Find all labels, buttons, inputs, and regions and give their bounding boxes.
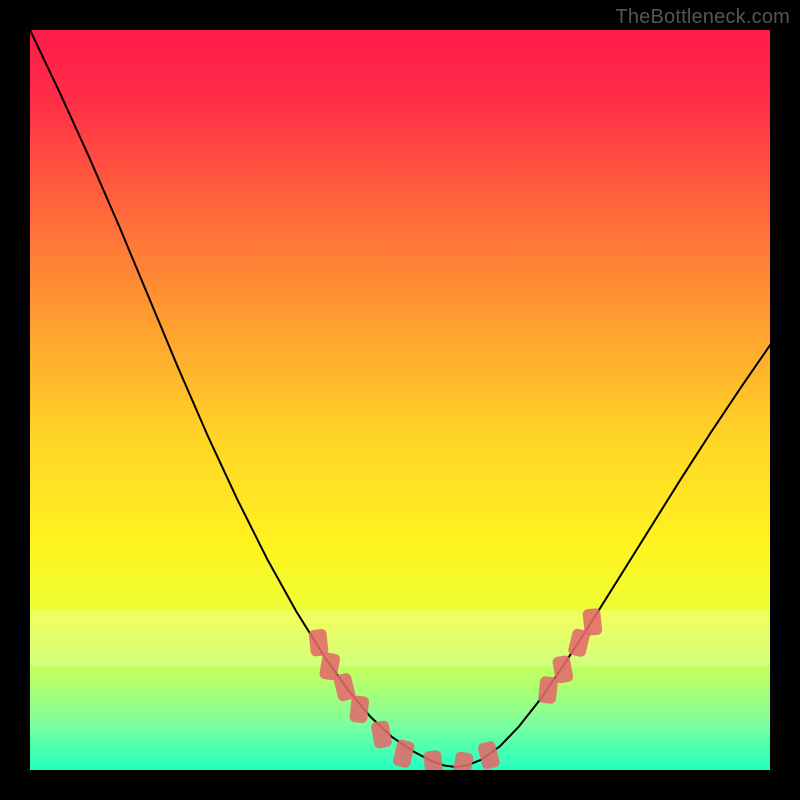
data-marker <box>538 676 558 704</box>
watermark-text: TheBottleneck.com <box>615 6 790 29</box>
highlight-band <box>30 610 770 666</box>
data-marker <box>423 750 443 770</box>
data-marker <box>349 695 369 723</box>
chart-frame: TheBottleneck.com <box>0 0 800 800</box>
plot-area <box>30 30 770 770</box>
data-marker <box>582 608 602 636</box>
data-marker <box>308 629 328 657</box>
bottleneck-chart-svg <box>30 30 770 770</box>
